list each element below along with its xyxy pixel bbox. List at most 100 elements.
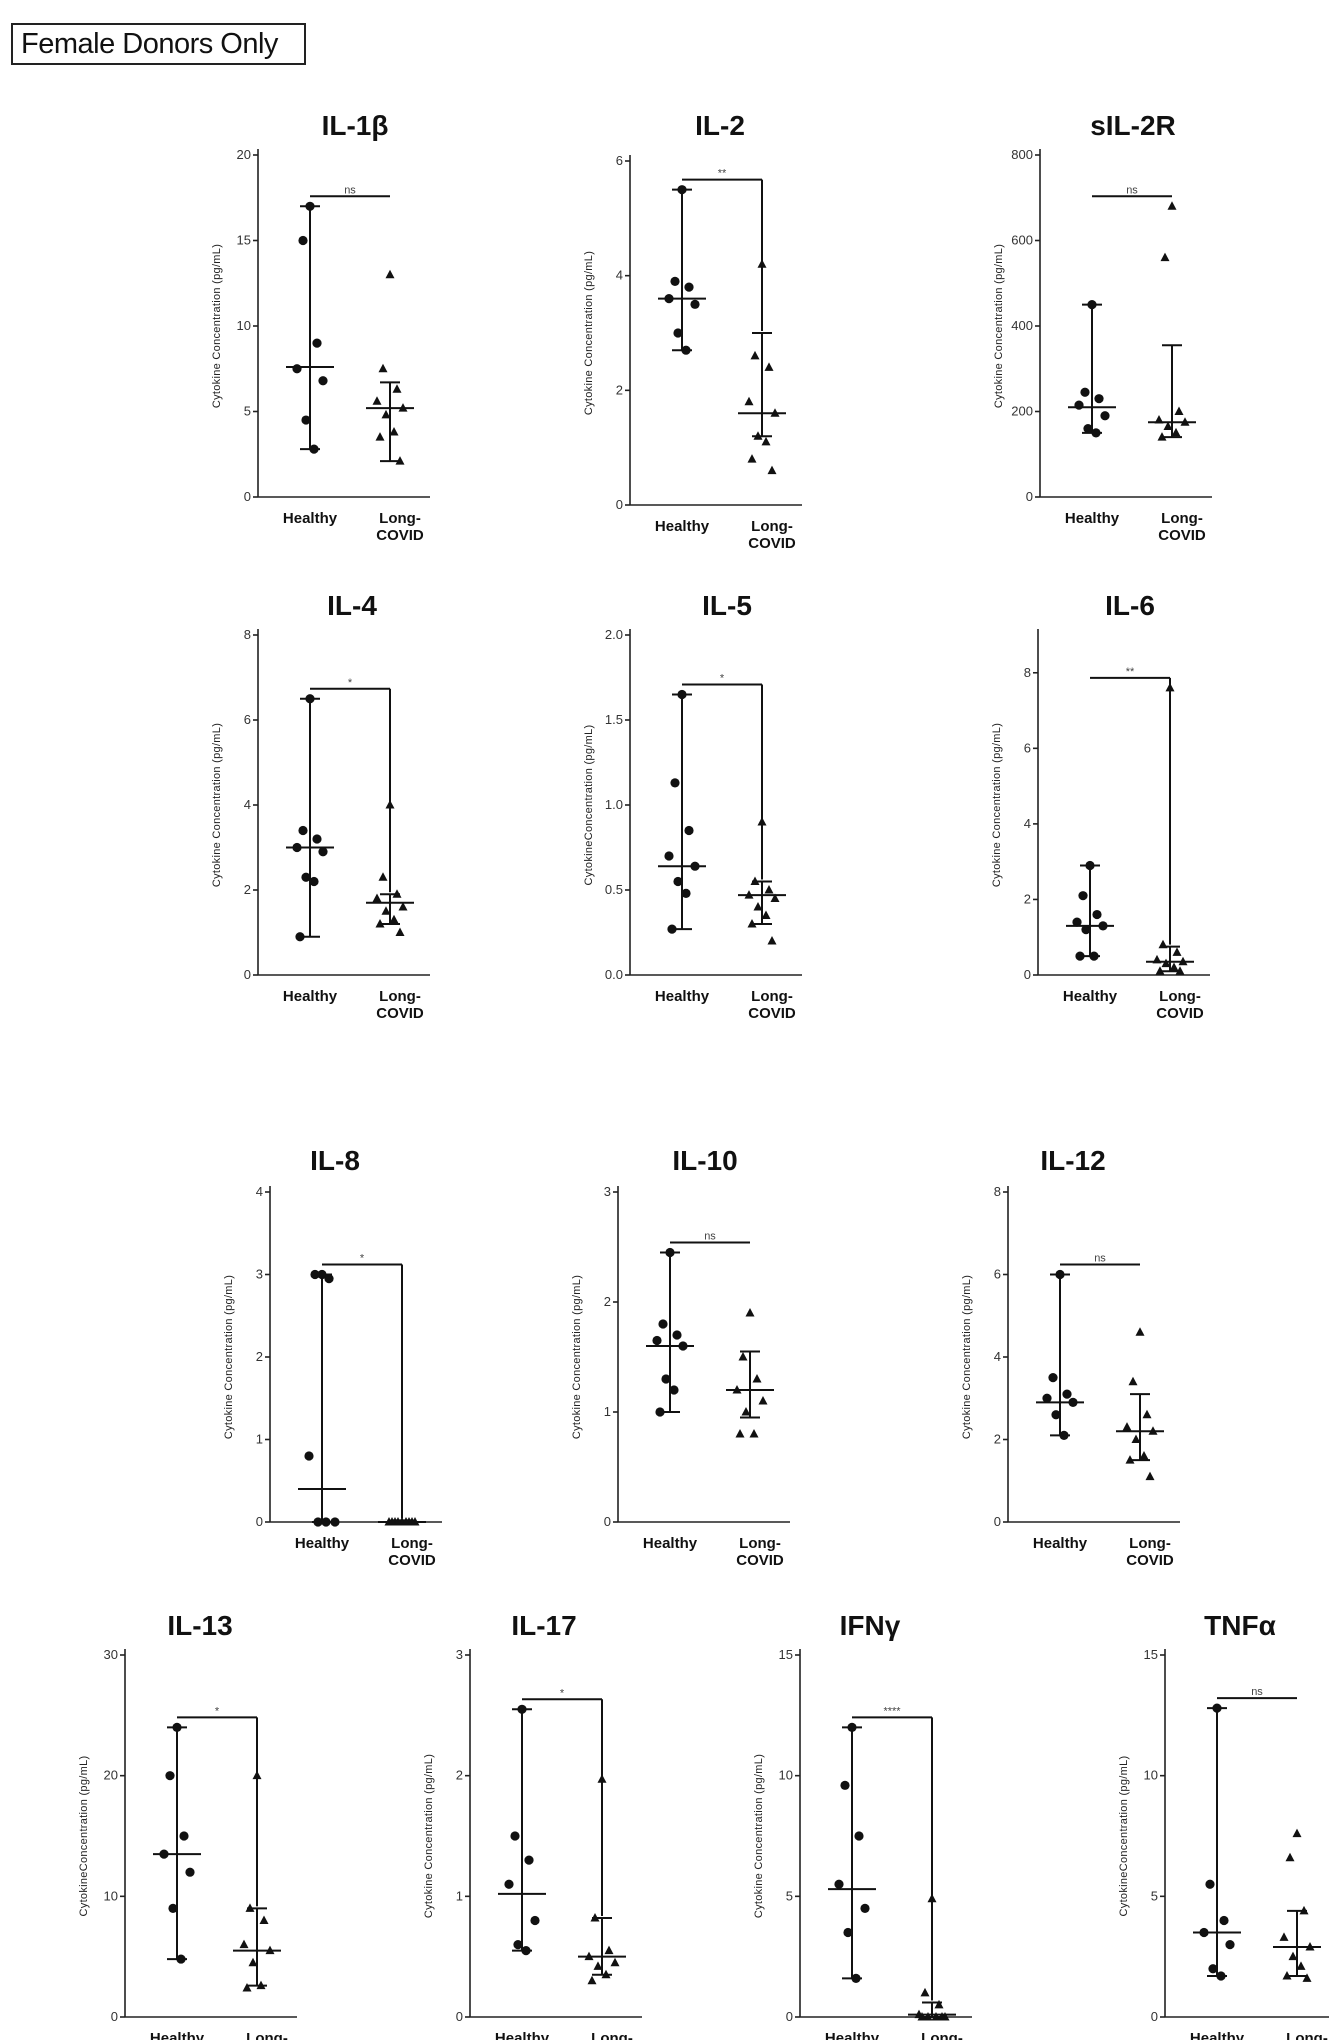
data-point-healthy	[168, 1903, 178, 1913]
x-category-label-line: Long-	[379, 510, 421, 527]
y-tick-label: 6	[1024, 740, 1031, 755]
data-point-healthy	[661, 1374, 671, 1384]
data-point-long-covid	[372, 893, 382, 902]
x-category-label: Healthy	[283, 510, 338, 527]
chart-panel-1: IL-1β 0 5 10 15 20 Cytokine Concentration (pg/…	[211, 110, 430, 544]
y-tick-label: 8	[994, 1184, 1001, 1199]
x-category-label-line: Healthy	[1063, 988, 1118, 1005]
x-category-label-line: Healthy	[1033, 1535, 1088, 1552]
y-tick-label: 4	[994, 1349, 1001, 1364]
x-category-label-line: COVID	[748, 1005, 796, 1022]
y-tick-label: 400	[1011, 318, 1033, 333]
chart-title: sIL-2R	[1090, 110, 1176, 141]
x-category-label-line: Long-	[751, 988, 793, 1005]
y-tick-label: 6	[244, 712, 251, 727]
x-category-label: Long-COVID	[243, 2030, 291, 2040]
data-point-long-covid	[770, 408, 780, 417]
data-point-long-covid	[1158, 939, 1168, 949]
y-tick-label: 3	[604, 1184, 611, 1199]
y-tick-label: 0	[111, 2009, 118, 2024]
data-point-healthy	[684, 825, 694, 836]
data-point-healthy	[843, 1927, 853, 1938]
data-point-healthy	[664, 294, 674, 304]
data-point-long-covid	[398, 902, 408, 911]
data-point-long-covid	[265, 1945, 275, 1955]
data-point-healthy	[677, 689, 687, 700]
significance-label: ns	[704, 1231, 716, 1243]
data-point-healthy	[1098, 921, 1108, 931]
x-category-label-line: Long-	[591, 2030, 633, 2040]
data-point-long-covid	[747, 454, 757, 463]
x-category-label-line: COVID	[748, 535, 796, 552]
y-tick-label: 0	[1026, 489, 1033, 504]
y-tick-label: 0	[256, 1514, 263, 1529]
data-point-healthy	[295, 932, 305, 942]
data-point-healthy	[324, 1274, 334, 1284]
data-point-healthy	[1081, 925, 1091, 935]
x-category-label-line: Healthy	[295, 1535, 350, 1552]
data-point-long-covid	[392, 889, 402, 898]
y-tick-label: 0	[456, 2009, 463, 2024]
significance-label: ns	[344, 184, 356, 196]
data-point-healthy	[1225, 1940, 1235, 1950]
data-point-healthy	[321, 1517, 331, 1527]
y-tick-label: 0	[1024, 967, 1031, 982]
x-category-label: Long-COVID	[588, 2030, 636, 2040]
significance-label: **	[1126, 666, 1135, 678]
x-category-label-line: Long-	[1159, 988, 1201, 1005]
data-point-healthy	[1092, 909, 1102, 920]
data-point-healthy	[309, 876, 319, 887]
data-point-healthy	[1059, 1430, 1069, 1440]
data-point-healthy	[652, 1335, 662, 1346]
data-point-long-covid	[750, 876, 760, 885]
data-point-healthy	[309, 444, 319, 454]
data-point-healthy	[1212, 1703, 1222, 1713]
data-point-long-covid	[590, 1913, 600, 1922]
x-category-label-line: Healthy	[283, 510, 338, 527]
data-point-long-covid	[1122, 1422, 1132, 1431]
data-point-long-covid	[1125, 1455, 1135, 1464]
significance-label: ns	[1251, 1686, 1263, 1698]
x-category-label: Long-COVID	[736, 1535, 784, 1569]
data-point-healthy	[834, 1879, 844, 1889]
data-point-long-covid	[752, 1374, 762, 1383]
x-category-label-line: COVID	[376, 527, 424, 544]
data-point-healthy	[1078, 891, 1088, 901]
y-tick-label: 10	[779, 1768, 793, 1783]
chart-title: IL-4	[327, 590, 377, 621]
x-category-label: Healthy	[655, 988, 710, 1005]
data-point-healthy	[1075, 951, 1085, 961]
y-axis-label: Cytokine Concentration (pg/mL)	[961, 1275, 973, 1439]
y-axis-label: Cytokine Concentration (pg/mL)	[223, 1275, 235, 1439]
data-point-healthy	[504, 1879, 514, 1889]
data-point-healthy	[1091, 428, 1101, 438]
data-point-long-covid	[1175, 966, 1185, 975]
data-point-healthy	[1055, 1269, 1065, 1280]
y-tick-label: 10	[1144, 1768, 1158, 1783]
y-tick-label: 6	[994, 1267, 1001, 1282]
data-point-long-covid	[1279, 1932, 1289, 1941]
y-tick-label: 15	[779, 1647, 793, 1662]
y-tick-label: 0	[616, 497, 623, 512]
chart-panel-13: TNFα 0 5 10 15 CytokineConcentration (pg/mL) H…	[1118, 1610, 1329, 2040]
data-point-long-covid	[1154, 415, 1164, 424]
chart-title: IL-2	[695, 110, 745, 141]
data-point-healthy	[665, 1247, 675, 1258]
data-point-long-covid	[917, 2012, 927, 2021]
x-category-label: Long-COVID	[376, 510, 424, 544]
x-category-label: Healthy	[1190, 2030, 1245, 2040]
data-point-long-covid	[1145, 1471, 1155, 1481]
y-tick-label: 3	[256, 1267, 263, 1282]
y-axis-label: Cytokine Concentration (pg/mL)	[753, 1754, 765, 1918]
data-point-long-covid	[593, 1961, 603, 1970]
y-tick-label: 20	[237, 147, 251, 162]
x-category-label-line: Long-	[1129, 1535, 1171, 1552]
y-tick-label: 0.0	[605, 967, 623, 982]
significance-label: *	[560, 1687, 565, 1699]
data-point-long-covid	[1167, 201, 1177, 210]
x-category-label-line: Long-	[739, 1535, 781, 1552]
data-point-long-covid	[389, 914, 399, 924]
data-point-long-covid	[750, 350, 760, 360]
data-point-long-covid	[764, 362, 774, 371]
data-point-long-covid	[1148, 1426, 1158, 1435]
